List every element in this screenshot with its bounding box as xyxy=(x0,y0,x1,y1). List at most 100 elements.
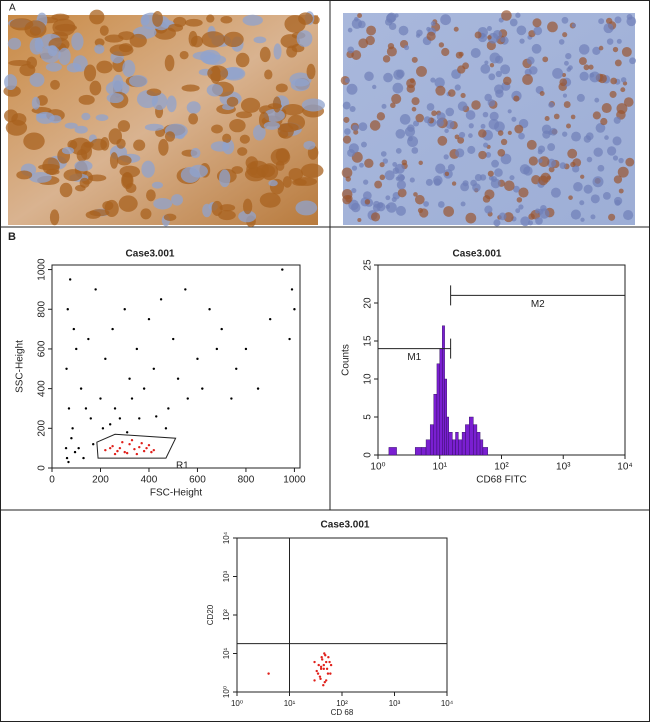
panel-label: B xyxy=(8,231,16,243)
point xyxy=(65,367,68,370)
x-tick-label: 10⁰ xyxy=(231,699,243,708)
cell xyxy=(501,10,512,21)
cell xyxy=(380,151,387,157)
point xyxy=(130,439,134,442)
cell xyxy=(602,191,611,200)
cell xyxy=(144,123,164,131)
cell xyxy=(49,209,60,226)
cell xyxy=(158,138,169,156)
cell xyxy=(181,84,200,92)
cell xyxy=(457,65,466,74)
cell xyxy=(595,123,606,133)
cell xyxy=(153,197,173,210)
cell xyxy=(552,67,563,79)
point xyxy=(208,308,211,311)
point xyxy=(116,449,119,453)
cell xyxy=(364,158,374,168)
cell xyxy=(603,23,614,34)
cell xyxy=(382,55,391,63)
cell xyxy=(45,168,60,175)
cell xyxy=(395,128,406,139)
cell xyxy=(487,99,496,107)
cell xyxy=(570,161,576,168)
cell xyxy=(351,187,357,194)
point xyxy=(65,456,69,460)
cell xyxy=(94,44,105,54)
cell xyxy=(301,98,326,112)
cell xyxy=(492,29,503,40)
cell xyxy=(592,46,601,55)
cell xyxy=(391,93,402,104)
cell xyxy=(563,101,571,108)
cell xyxy=(490,175,497,182)
cell xyxy=(527,220,534,226)
cell xyxy=(613,116,621,124)
cell xyxy=(483,142,489,148)
point xyxy=(111,327,114,331)
point xyxy=(244,347,248,351)
point xyxy=(267,672,270,675)
cell xyxy=(484,205,493,214)
point xyxy=(329,663,333,667)
cell xyxy=(612,155,619,161)
cell xyxy=(71,32,84,51)
cell xyxy=(544,115,550,121)
bar xyxy=(479,439,484,456)
cell xyxy=(396,69,405,78)
cell xyxy=(85,210,101,219)
cell xyxy=(526,139,537,150)
cell xyxy=(462,180,469,187)
cell xyxy=(303,140,316,150)
cell xyxy=(430,77,436,83)
y-axis-label: SSC-Height xyxy=(15,340,26,393)
cell xyxy=(376,112,386,121)
cell xyxy=(385,204,391,209)
cell xyxy=(231,166,243,174)
y-tick-label: 400 xyxy=(37,380,48,397)
point xyxy=(113,407,117,410)
cell xyxy=(471,100,481,110)
cell xyxy=(592,176,604,188)
cell xyxy=(590,194,600,204)
cell xyxy=(407,136,413,142)
cell xyxy=(164,54,175,72)
cell xyxy=(363,179,369,185)
cell xyxy=(539,208,550,219)
cell xyxy=(573,181,583,192)
cell xyxy=(202,203,212,218)
point xyxy=(111,444,114,448)
cell xyxy=(606,38,614,45)
cell xyxy=(282,176,292,188)
cell xyxy=(454,84,461,91)
cell xyxy=(474,31,482,39)
cell xyxy=(436,119,444,127)
cell xyxy=(444,171,450,177)
x-tick-label: 800 xyxy=(238,475,255,486)
bar xyxy=(476,432,481,456)
cell xyxy=(487,35,492,40)
cell xyxy=(559,162,567,169)
cell xyxy=(553,113,560,120)
cell xyxy=(609,90,617,98)
cell xyxy=(620,77,627,83)
cell xyxy=(106,93,124,104)
cell xyxy=(171,194,184,206)
cell xyxy=(74,160,93,172)
cell xyxy=(78,94,95,105)
cell xyxy=(617,166,629,178)
cell xyxy=(99,25,109,36)
cell xyxy=(411,97,420,106)
point xyxy=(327,656,330,659)
cell xyxy=(436,112,446,122)
bar xyxy=(429,424,434,456)
cell xyxy=(451,181,457,186)
cell xyxy=(526,56,535,65)
cell xyxy=(190,147,201,159)
cell xyxy=(374,180,383,189)
cell xyxy=(514,124,524,134)
cell xyxy=(437,135,448,146)
cell xyxy=(549,127,558,136)
cell xyxy=(59,182,73,198)
cell xyxy=(79,177,90,188)
y-tick-label: 10 xyxy=(363,373,374,385)
